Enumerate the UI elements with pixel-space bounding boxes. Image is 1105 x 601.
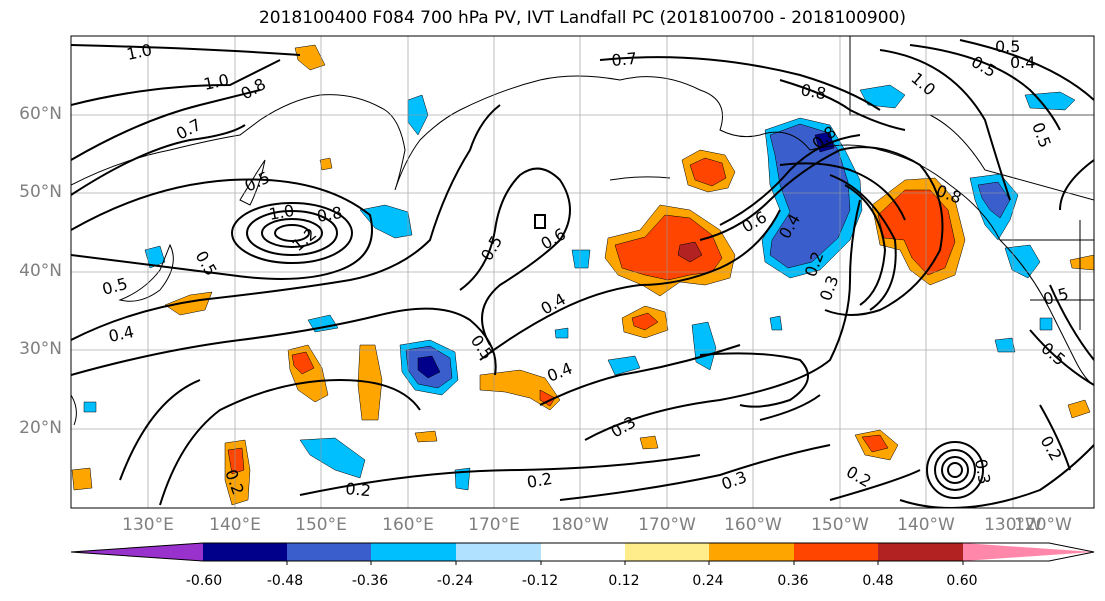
lon-label: 170°W xyxy=(638,515,696,535)
lon-label: 130°W xyxy=(984,515,1042,535)
contour-label: 0.5 xyxy=(100,274,130,299)
lon-label: 150°E xyxy=(295,515,347,535)
colorbar-tick-label: 0.24 xyxy=(692,573,724,589)
contour-label: 0.3 xyxy=(719,467,749,494)
contour-label: 0.5 xyxy=(968,52,1000,81)
lon-label: 150°W xyxy=(811,515,869,535)
lon-label: 180°W xyxy=(551,515,609,535)
lat-label: 60°N xyxy=(19,104,62,124)
lon-label: 170°E xyxy=(468,515,520,535)
contour-label: 1.2 xyxy=(288,224,320,255)
contour-label: 0.3 xyxy=(971,457,994,485)
contour-label: 0.5 xyxy=(242,168,273,196)
lon-label: 120°W xyxy=(1014,515,1072,535)
lat-label: 20°N xyxy=(19,418,62,438)
colorbar-tick-label: -0.60 xyxy=(185,573,223,589)
lon-label: 130°E xyxy=(122,515,174,535)
lon-label: 140°W xyxy=(897,515,955,535)
contour-label: 1.0 xyxy=(267,201,295,224)
pv-anomaly-fills xyxy=(71,44,1094,506)
lon-label: 160°E xyxy=(382,515,434,535)
contour-label: 0.2 xyxy=(843,462,875,491)
contour-label: 1.0 xyxy=(907,69,939,100)
contour-label: 0.2 xyxy=(345,479,372,500)
colorbar-tick-label: -0.12 xyxy=(521,573,559,589)
contour-label: 0.4 xyxy=(538,289,570,318)
map-title: 2018100400 F084 700 hPa PV, IVT Landfall… xyxy=(258,8,906,28)
ivt-contours xyxy=(71,39,1094,508)
lat-label: 50°N xyxy=(19,182,62,202)
contour-label: 1.0 xyxy=(125,40,154,64)
colorbar-tick-label: 0.48 xyxy=(862,573,894,589)
lon-label: 160°W xyxy=(724,515,782,535)
colorbar-tick-label: 0.60 xyxy=(946,573,978,589)
lat-label: 40°N xyxy=(19,261,62,281)
contour-label: 0.3 xyxy=(608,412,640,441)
lon-label: 140°E xyxy=(209,515,261,535)
contour-label: 0.2 xyxy=(1037,433,1066,465)
colorbar-tick-label: 0.36 xyxy=(777,573,809,589)
contour-label: 0.5 xyxy=(995,37,1020,56)
colorbar-tick-label: -0.36 xyxy=(351,573,389,589)
contour-label: 0.2 xyxy=(525,469,553,492)
contour-label: 0.5 xyxy=(1041,284,1071,309)
contour-label: 0.3 xyxy=(816,273,843,303)
contour-label: 0.4 xyxy=(1010,53,1035,72)
contour-label: 0.8 xyxy=(799,80,827,103)
colorbar-tick-label: -0.24 xyxy=(436,573,474,589)
colorbar-tick-label: -0.48 xyxy=(266,573,304,589)
contour-label: 0.4 xyxy=(544,359,575,386)
contour-label: 0.5 xyxy=(477,232,506,264)
contour-label: 0.5 xyxy=(467,331,497,363)
contour-label: 0.8 xyxy=(315,203,343,226)
contour-label: 0.5 xyxy=(1028,120,1055,150)
colorbar-tick-label: 0.12 xyxy=(608,573,640,589)
contour-label: 0.5 xyxy=(192,248,221,280)
contour-label: 0.7 xyxy=(611,49,638,70)
map-frame xyxy=(70,35,1095,509)
gridlines xyxy=(71,36,1094,508)
contour-label: 1.0 xyxy=(202,70,231,94)
contour-label: 0.4 xyxy=(107,322,136,346)
lat-label: 30°N xyxy=(19,339,62,359)
